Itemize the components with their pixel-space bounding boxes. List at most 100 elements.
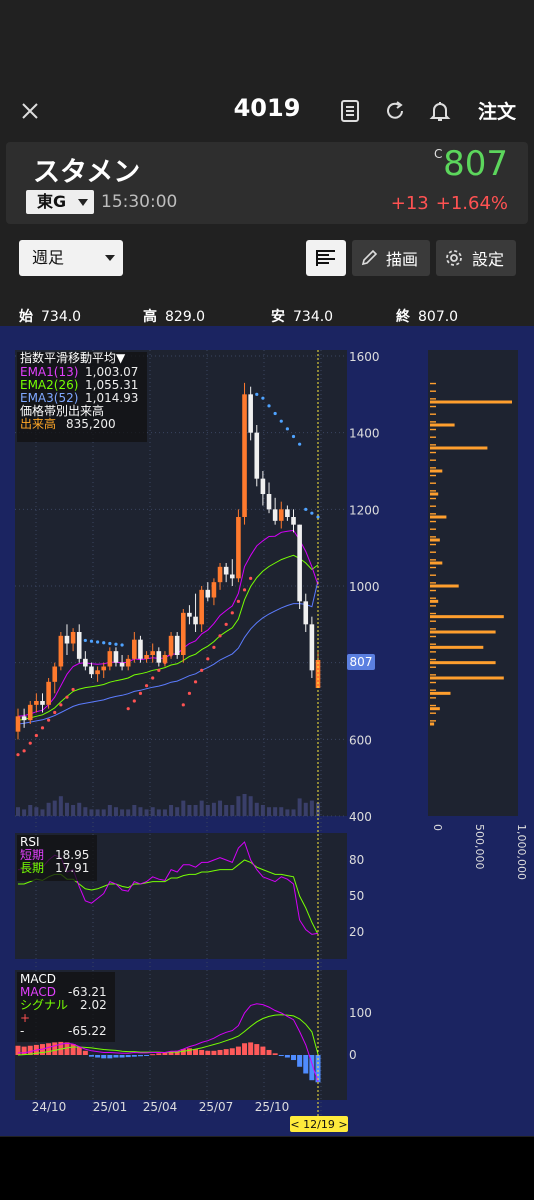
volume-profile-bar (430, 559, 436, 561)
volume-bar (126, 809, 131, 816)
list-icon (316, 250, 335, 266)
macd-hist-bar (95, 1055, 101, 1058)
candle-body (297, 524, 302, 602)
volume-axis-label: 500,000 (473, 824, 486, 870)
document-button[interactable] (331, 80, 369, 142)
ema1-label: EMA1(13) (20, 365, 78, 379)
settings-button[interactable]: 設定 (436, 240, 516, 276)
candle-body (119, 662, 125, 667)
volume-bar (150, 807, 155, 816)
stock-card: スタメン 東G 15:30:00 C 807 +13 +1.64% (6, 142, 528, 224)
macd-hist-bar (260, 1046, 266, 1055)
candle-body (260, 478, 266, 494)
market-select[interactable]: 東G (26, 190, 94, 214)
volume-profile-bar (430, 467, 436, 469)
date-axis-label: 25/04 (143, 1100, 178, 1114)
macd-hist-bar (82, 1050, 88, 1055)
ema1-line (17, 529, 319, 717)
rsi-axis-label: 20 (349, 925, 364, 939)
volume-profile-bar (430, 492, 439, 496)
psar-dot (132, 699, 136, 703)
psar-dot (89, 639, 94, 643)
candle-body (174, 635, 180, 655)
document-icon (341, 100, 359, 122)
volume-bar (273, 807, 278, 816)
volume-profile-bar (430, 605, 436, 607)
volume-profile-bar (430, 612, 436, 615)
rsi-title: RSI (20, 835, 40, 849)
ohlc-value: 734.0 (41, 309, 82, 325)
menu-button[interactable] (306, 240, 346, 276)
volume-profile-bar (430, 704, 436, 707)
volume-profile-bar (430, 459, 436, 461)
macd-hist-bar (150, 1054, 156, 1056)
macd-hist-bar (137, 1055, 143, 1057)
psar-dot (16, 753, 20, 757)
macd-hist-bar (297, 1055, 303, 1067)
volume-profile-bar (430, 643, 436, 645)
candle-body (27, 704, 33, 721)
candle-body (291, 517, 296, 525)
order-button[interactable]: 注文 (477, 101, 516, 123)
market-label: 東G (37, 192, 67, 211)
date-axis-label: 25/07 (199, 1100, 234, 1114)
refresh-button[interactable] (376, 80, 414, 142)
volume-bar (71, 805, 76, 816)
period-label: 週足 (32, 248, 65, 267)
psar-dot (304, 507, 308, 511)
cursor-date-tag[interactable]: < 12/19 > (290, 1116, 348, 1132)
volume-profile-bar (430, 666, 436, 668)
macd-hist-bar (113, 1055, 119, 1058)
rsi-short-value: 18.95 (55, 848, 89, 862)
volume-bar (144, 809, 149, 816)
volume-profile-bar (430, 681, 436, 684)
psar-dot (224, 622, 228, 626)
macd-value: -63.21 (68, 985, 107, 999)
macd-hist-bar (315, 1055, 321, 1083)
macd-hist-bar (162, 1052, 168, 1055)
psar-dot (187, 691, 192, 695)
psar-dot (71, 687, 75, 692)
volume-profile-bar (430, 515, 447, 519)
candle-body (193, 616, 198, 625)
volume-bar (107, 805, 112, 816)
psar-dot (285, 427, 289, 431)
date-axis-label: 24/10 (32, 1100, 67, 1114)
candle-body (64, 635, 70, 644)
ohlc-value: 829.0 (165, 309, 206, 325)
volume-profile-bar (430, 720, 436, 722)
volume-profile-bar (430, 405, 436, 408)
candle-body (223, 566, 229, 575)
stock-chart[interactable]: 16001400120010008006004000500,0001,000,0… (0, 326, 534, 1136)
candle-body (315, 659, 321, 688)
chart-area[interactable]: 16001400120010008006004000500,0001,000,0… (0, 326, 534, 1136)
psar-dot (230, 611, 234, 615)
candle-body (278, 509, 284, 521)
candle-body (272, 509, 278, 521)
period-select[interactable]: 週足 (19, 240, 123, 276)
volume-bar (113, 807, 118, 816)
volume-profile-bar (430, 645, 484, 649)
macd-hist-bar (211, 1050, 217, 1055)
draw-button[interactable]: 描画 (352, 240, 430, 276)
macd-hist-bar (144, 1055, 150, 1056)
volume-profile-bar (430, 697, 436, 699)
volume-profile-bar (430, 707, 440, 711)
psar-dot (138, 691, 143, 695)
alert-button[interactable] (421, 80, 459, 142)
candle-body (181, 612, 186, 655)
volume-profile-bar (430, 538, 440, 542)
psar-dot (157, 668, 161, 672)
candle-body (89, 666, 94, 675)
volume-bar (58, 796, 63, 816)
volume-bar (254, 802, 259, 816)
volume-bar (95, 809, 100, 816)
close-button[interactable] (8, 80, 52, 142)
ohlc-label: 高 (143, 309, 157, 325)
candle-body (187, 612, 192, 617)
psar-dot (298, 442, 302, 446)
rsi-short-label: 短期 (20, 848, 44, 862)
psar-dot (193, 680, 198, 684)
hist-minus-label: - (20, 1024, 24, 1038)
ohlc-high: 高 829.0 (143, 306, 205, 326)
